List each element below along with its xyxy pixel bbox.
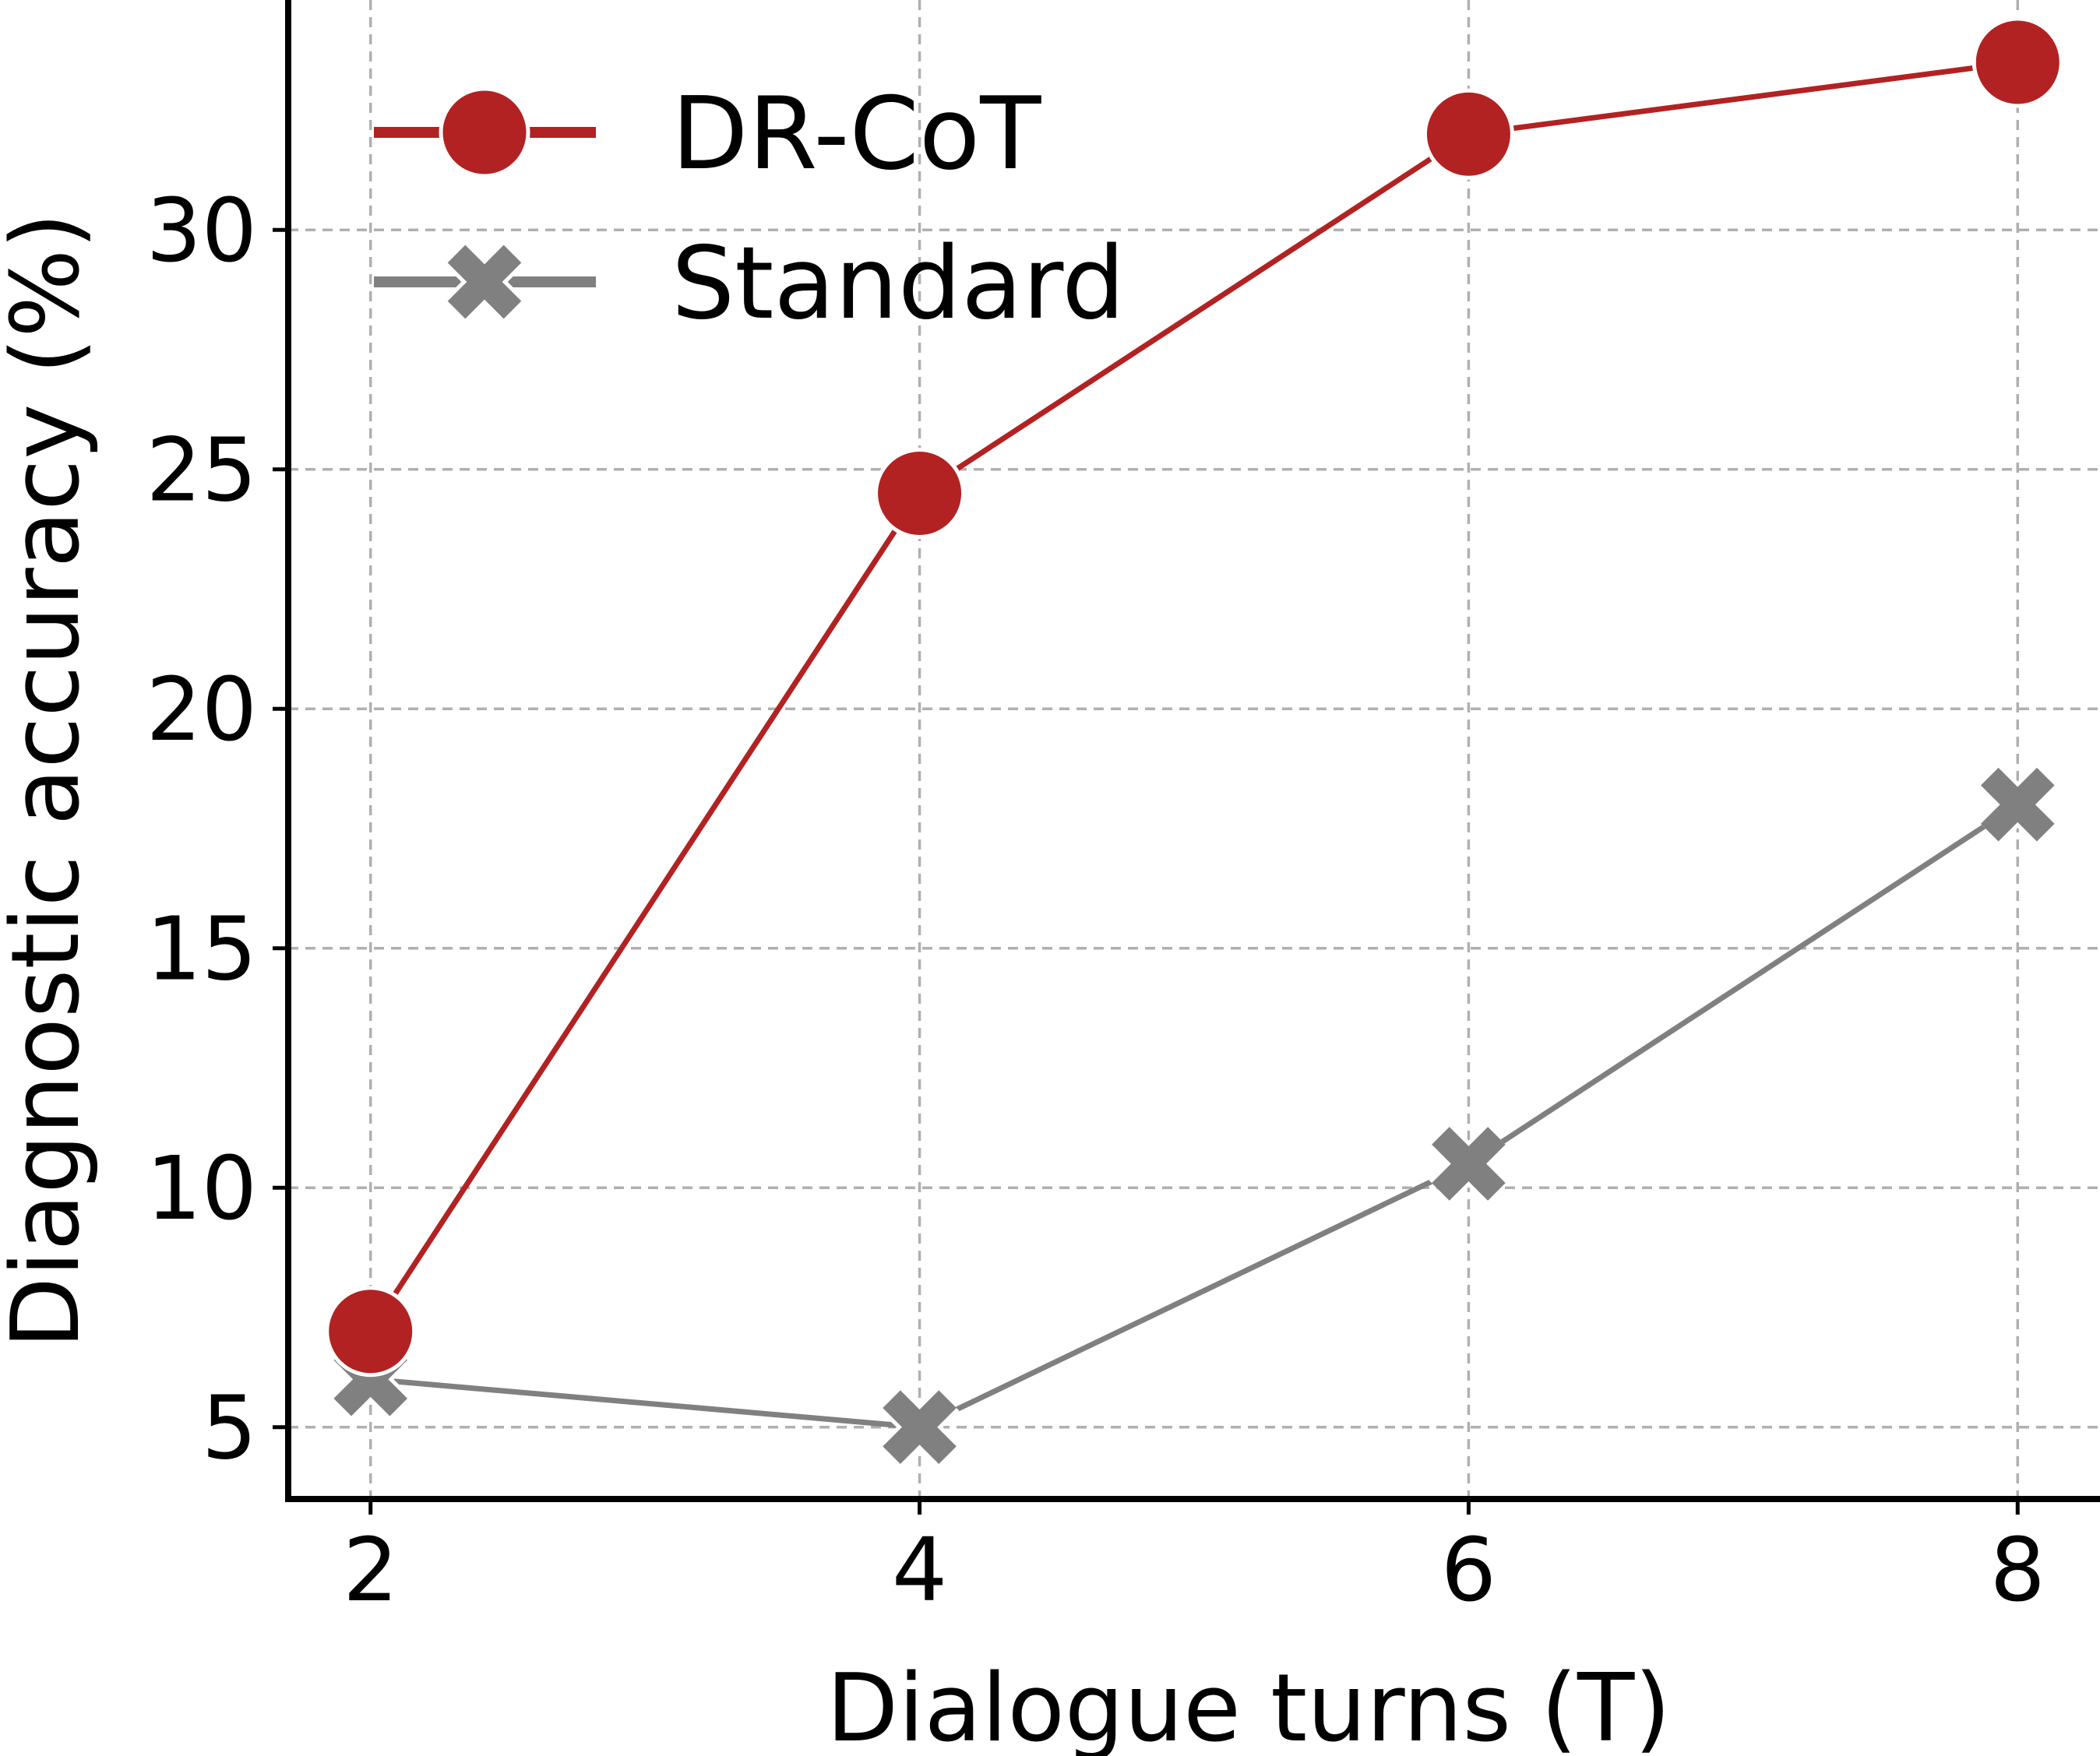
y-tick-label: 25 (146, 421, 257, 522)
x-tick-label: 6 (1441, 1520, 1496, 1621)
data-point (1971, 16, 2063, 108)
data-point (325, 1286, 417, 1378)
legend-marker (445, 242, 524, 322)
series-line (370, 802, 2020, 1430)
x-marker-stroke (1432, 1127, 1506, 1201)
y-tick-label: 10 (146, 1138, 257, 1240)
x-marker-stroke (447, 245, 522, 319)
grid (288, 0, 2100, 1499)
x-tick-label: 4 (892, 1520, 947, 1621)
axes (273, 0, 2100, 1515)
y-tick-label: 20 (146, 660, 257, 761)
legend-item: DR-CoT (374, 76, 1041, 192)
legend: DR-CoT Standard (374, 76, 1125, 342)
x-tick-label: 2 (343, 1520, 398, 1621)
legend-label: Standard (671, 226, 1125, 342)
legend-item: Standard (374, 226, 1125, 342)
x-marker-stroke (883, 1390, 957, 1465)
series-line (368, 59, 2018, 1333)
y-axis-label: Diagnostic accuracy (%) (0, 213, 100, 1349)
tick-labels: 2 4 6 8 5 10 15 20 25 30 (146, 181, 2045, 1621)
data-point (1429, 1124, 1509, 1204)
y-tick-label: 5 (202, 1378, 257, 1480)
legend-marker (439, 86, 530, 178)
x-tick-label: 8 (1990, 1520, 2045, 1621)
series-1 (330, 765, 2058, 1467)
legend-label: DR-CoT (671, 76, 1041, 192)
y-tick-label: 15 (146, 899, 257, 1001)
x-axis-label: Dialogue turns (T) (826, 1655, 1671, 1756)
data-point (874, 447, 966, 539)
plot-series (325, 16, 2063, 1467)
y-tick-label: 30 (146, 181, 257, 282)
x-marker-stroke (1980, 767, 2055, 842)
data-point (879, 1387, 960, 1467)
series-0 (325, 16, 2063, 1378)
data-point (1978, 765, 2058, 845)
data-point (1422, 88, 1514, 180)
